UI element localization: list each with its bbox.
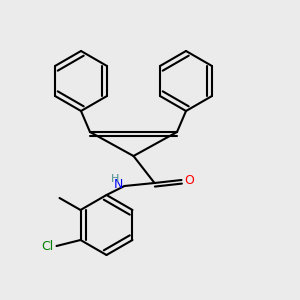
- Text: Cl: Cl: [41, 239, 53, 253]
- Text: H: H: [111, 173, 119, 184]
- Text: O: O: [184, 173, 194, 187]
- Text: N: N: [114, 178, 123, 191]
